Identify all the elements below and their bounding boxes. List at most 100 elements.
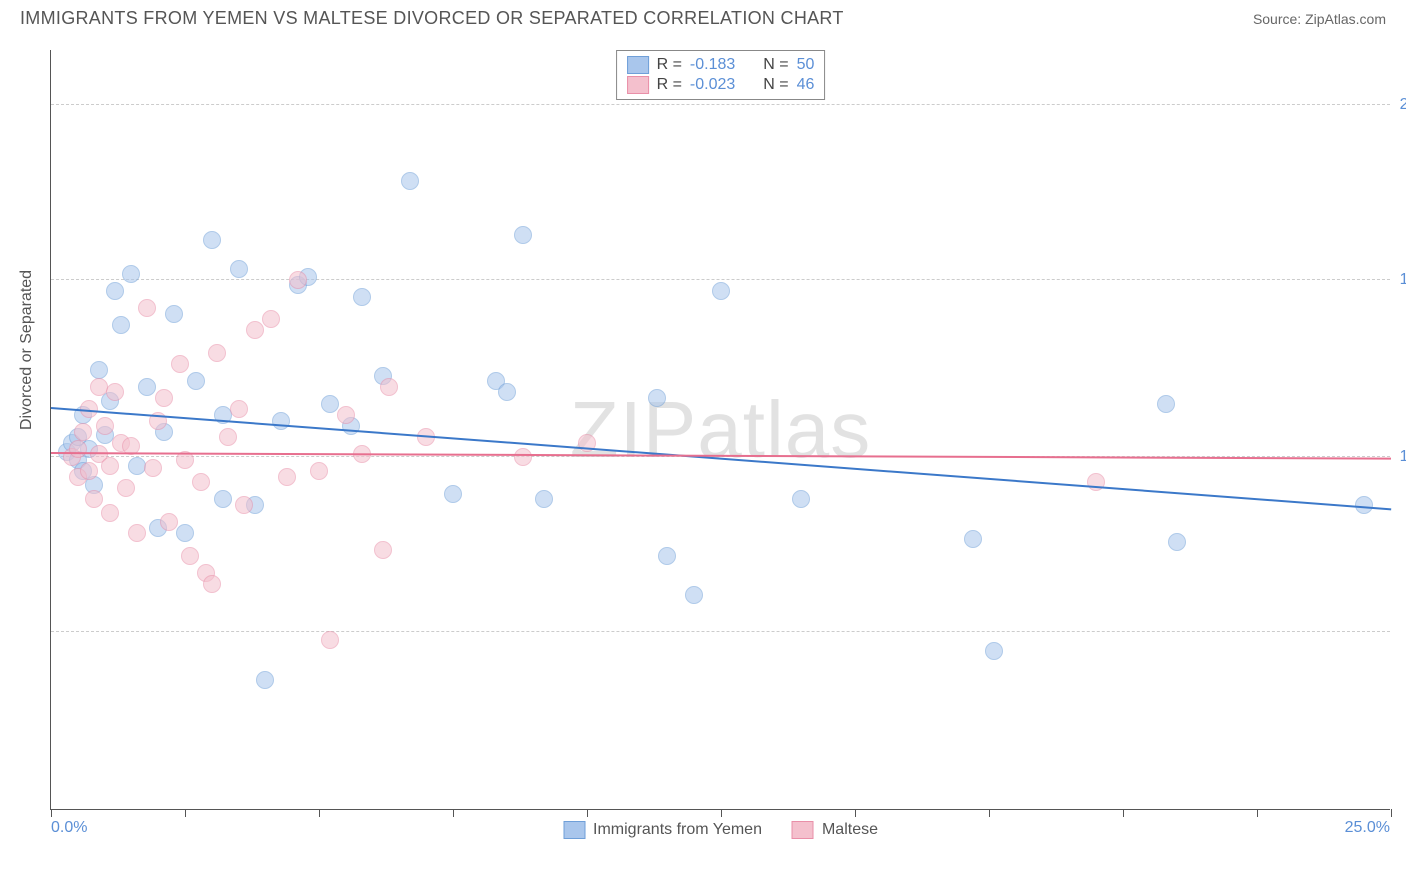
data-point <box>85 490 103 508</box>
x-tick <box>185 809 186 817</box>
data-point <box>144 459 162 477</box>
x-tick <box>587 809 588 817</box>
data-point <box>374 541 392 559</box>
x-axis-max-label: 25.0% <box>1345 819 1390 837</box>
r-value: -0.183 <box>690 56 735 74</box>
data-point <box>96 417 114 435</box>
legend-swatch <box>627 76 649 94</box>
data-point <box>1157 395 1175 413</box>
data-point <box>69 440 87 458</box>
data-point <box>122 265 140 283</box>
legend-item: Immigrants from Yemen <box>563 821 762 839</box>
data-point <box>101 504 119 522</box>
data-point <box>203 575 221 593</box>
data-point <box>112 316 130 334</box>
data-point <box>262 310 280 328</box>
n-label: N = <box>763 56 788 74</box>
data-point <box>514 226 532 244</box>
x-tick <box>855 809 856 817</box>
data-point <box>444 485 462 503</box>
data-point <box>321 395 339 413</box>
y-tick-label: 25.0% <box>1400 96 1406 114</box>
data-point <box>337 406 355 424</box>
data-point <box>310 462 328 480</box>
data-point <box>278 468 296 486</box>
data-point <box>219 428 237 446</box>
data-point <box>117 479 135 497</box>
data-point <box>685 586 703 604</box>
data-point <box>514 448 532 466</box>
legend-swatch <box>792 821 814 839</box>
r-label: R = <box>657 56 682 74</box>
data-point <box>165 305 183 323</box>
chart-header: IMMIGRANTS FROM YEMEN VS MALTESE DIVORCE… <box>0 0 1406 33</box>
chart-title: IMMIGRANTS FROM YEMEN VS MALTESE DIVORCE… <box>20 8 844 29</box>
data-point <box>985 642 1003 660</box>
r-value: -0.023 <box>690 76 735 94</box>
data-point <box>235 496 253 514</box>
data-point <box>353 288 371 306</box>
data-point <box>535 490 553 508</box>
data-point <box>138 299 156 317</box>
n-value: 46 <box>797 76 815 94</box>
y-axis-label: Divorced or Separated <box>18 270 36 430</box>
data-point <box>208 344 226 362</box>
series-legend: Immigrants from Yemen Maltese <box>563 821 878 839</box>
data-point <box>256 671 274 689</box>
data-point <box>160 513 178 531</box>
data-point <box>155 389 173 407</box>
watermark-text: ZIPatlas <box>570 384 871 476</box>
data-point <box>321 631 339 649</box>
y-tick-label: 18.8% <box>1400 271 1406 289</box>
legend-row: R = -0.023N = 46 <box>627 75 815 95</box>
x-tick <box>453 809 454 817</box>
x-axis-min-label: 0.0% <box>51 819 87 837</box>
data-point <box>712 282 730 300</box>
x-tick <box>989 809 990 817</box>
legend-item: Maltese <box>792 821 878 839</box>
gridline <box>51 631 1390 632</box>
data-point <box>101 457 119 475</box>
data-point <box>289 271 307 289</box>
data-point <box>230 260 248 278</box>
data-point <box>1168 533 1186 551</box>
data-point <box>106 383 124 401</box>
trend-line <box>51 407 1391 510</box>
legend-row: R = -0.183 N = 50 <box>627 55 815 75</box>
legend-label: Immigrants from Yemen <box>593 821 762 839</box>
data-point <box>648 389 666 407</box>
data-point <box>964 530 982 548</box>
data-point <box>74 423 92 441</box>
n-value: 50 <box>797 56 815 74</box>
data-point <box>246 321 264 339</box>
data-point <box>203 231 221 249</box>
data-point <box>171 355 189 373</box>
source-link[interactable]: ZipAtlas.com <box>1305 11 1386 27</box>
data-point <box>380 378 398 396</box>
x-tick <box>51 809 52 817</box>
data-point <box>138 378 156 396</box>
data-point <box>498 383 516 401</box>
correlation-legend: R = -0.183 N = 50R = -0.023N = 46 <box>616 50 826 100</box>
x-tick <box>1123 809 1124 817</box>
x-tick <box>1391 809 1392 817</box>
data-point <box>106 282 124 300</box>
gridline <box>51 104 1390 105</box>
data-point <box>658 547 676 565</box>
legend-swatch <box>627 56 649 74</box>
data-point <box>230 400 248 418</box>
r-label: R = <box>657 76 682 94</box>
data-point <box>1087 473 1105 491</box>
data-point <box>80 462 98 480</box>
x-tick <box>721 809 722 817</box>
data-point <box>90 361 108 379</box>
chart-source: Source: ZipAtlas.com <box>1253 11 1386 27</box>
scatter-plot-area: ZIPatlas R = -0.183 N = 50R = -0.023N = 4… <box>50 50 1390 810</box>
legend-label: Maltese <box>822 821 878 839</box>
data-point <box>192 473 210 491</box>
data-point <box>401 172 419 190</box>
x-tick <box>319 809 320 817</box>
y-tick-label: 12.5% <box>1400 448 1406 466</box>
legend-swatch <box>563 821 585 839</box>
source-prefix: Source: <box>1253 11 1305 27</box>
